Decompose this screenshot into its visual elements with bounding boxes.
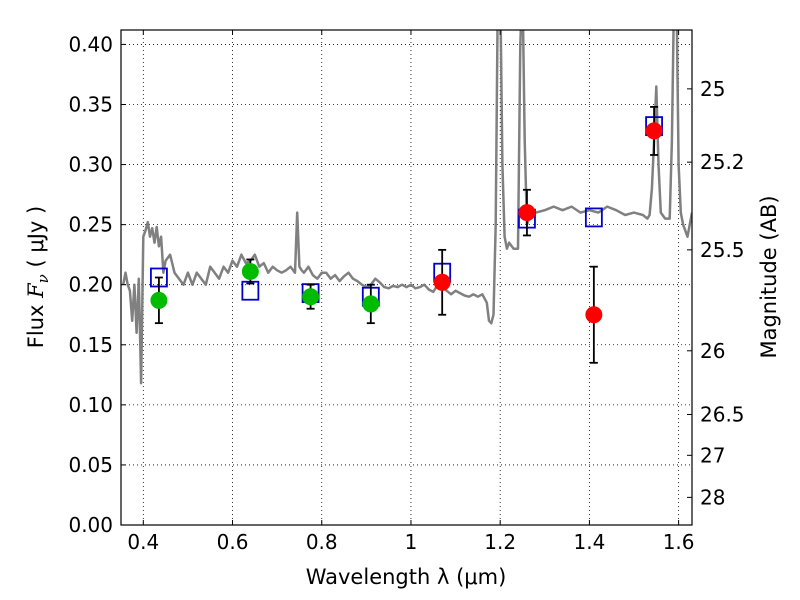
right-tick-label: 27: [700, 443, 725, 467]
y-axis-label-symbol: F: [24, 282, 48, 299]
x-tick-label: 1: [405, 530, 418, 554]
right-tick-label: 26.5: [700, 402, 745, 426]
grid: [121, 30, 692, 526]
observed-flux-point: [362, 295, 380, 313]
x-tick-label: 0.4: [127, 530, 159, 554]
y-tick-label: 0.15: [68, 333, 113, 357]
y-axis-label-subscript: ν: [34, 274, 52, 283]
right-tick-label: 25.2: [700, 150, 745, 174]
model-flux-square: [584, 207, 603, 228]
right-tick-label: 26: [700, 339, 725, 363]
axes-ticks: 0.4 0.6 0.8 1 1.2 1.4 1.6 0.00 0.05 0.10 0.15 0.20 0…: [68, 30, 745, 554]
observed-flux-point: [645, 122, 663, 140]
observed-flux-point: [241, 262, 259, 280]
x-tick-label: 0.8: [306, 530, 338, 554]
y-tick-label: 0.40: [68, 32, 113, 56]
plot-frame: [120, 29, 693, 526]
y-tick-label: 0.10: [68, 393, 113, 417]
y-tick-label: 0.30: [68, 153, 113, 177]
observed-flux-point: [302, 288, 320, 306]
y-tick-label: 0.25: [68, 213, 113, 237]
right-tick-label: 25: [700, 77, 725, 101]
model-flux-square: [241, 280, 260, 301]
right-tick-label: 25.5: [700, 238, 745, 262]
observed-flux-point: [433, 273, 451, 291]
observed-flux-point: [585, 306, 603, 324]
plot-area: [121, 30, 692, 385]
x-tick-label: 0.6: [217, 530, 249, 554]
right-tick-label: 28: [700, 485, 725, 509]
y-axis-label-unit: ( μJy ): [24, 206, 48, 274]
x-axis-label: Wavelength λ (μm): [306, 565, 507, 589]
observed-flux-point: [150, 291, 168, 309]
y-tick-label: 0.35: [68, 92, 113, 116]
y-tick-label: 0.20: [68, 273, 113, 297]
x-tick-label: 1.4: [573, 530, 605, 554]
right-axis-label: Magnitude (AB): [757, 195, 781, 358]
y-tick-label: 0.05: [68, 453, 113, 477]
x-tick-label: 1.6: [663, 530, 695, 554]
y-tick-label: 0.00: [68, 513, 113, 537]
y-axis-label: Flux Fν ( μJy ): [24, 206, 52, 348]
x-tick-label: 1.2: [484, 530, 516, 554]
model-spectrum-line: [121, 30, 692, 385]
observed-flux-point: [518, 204, 536, 222]
